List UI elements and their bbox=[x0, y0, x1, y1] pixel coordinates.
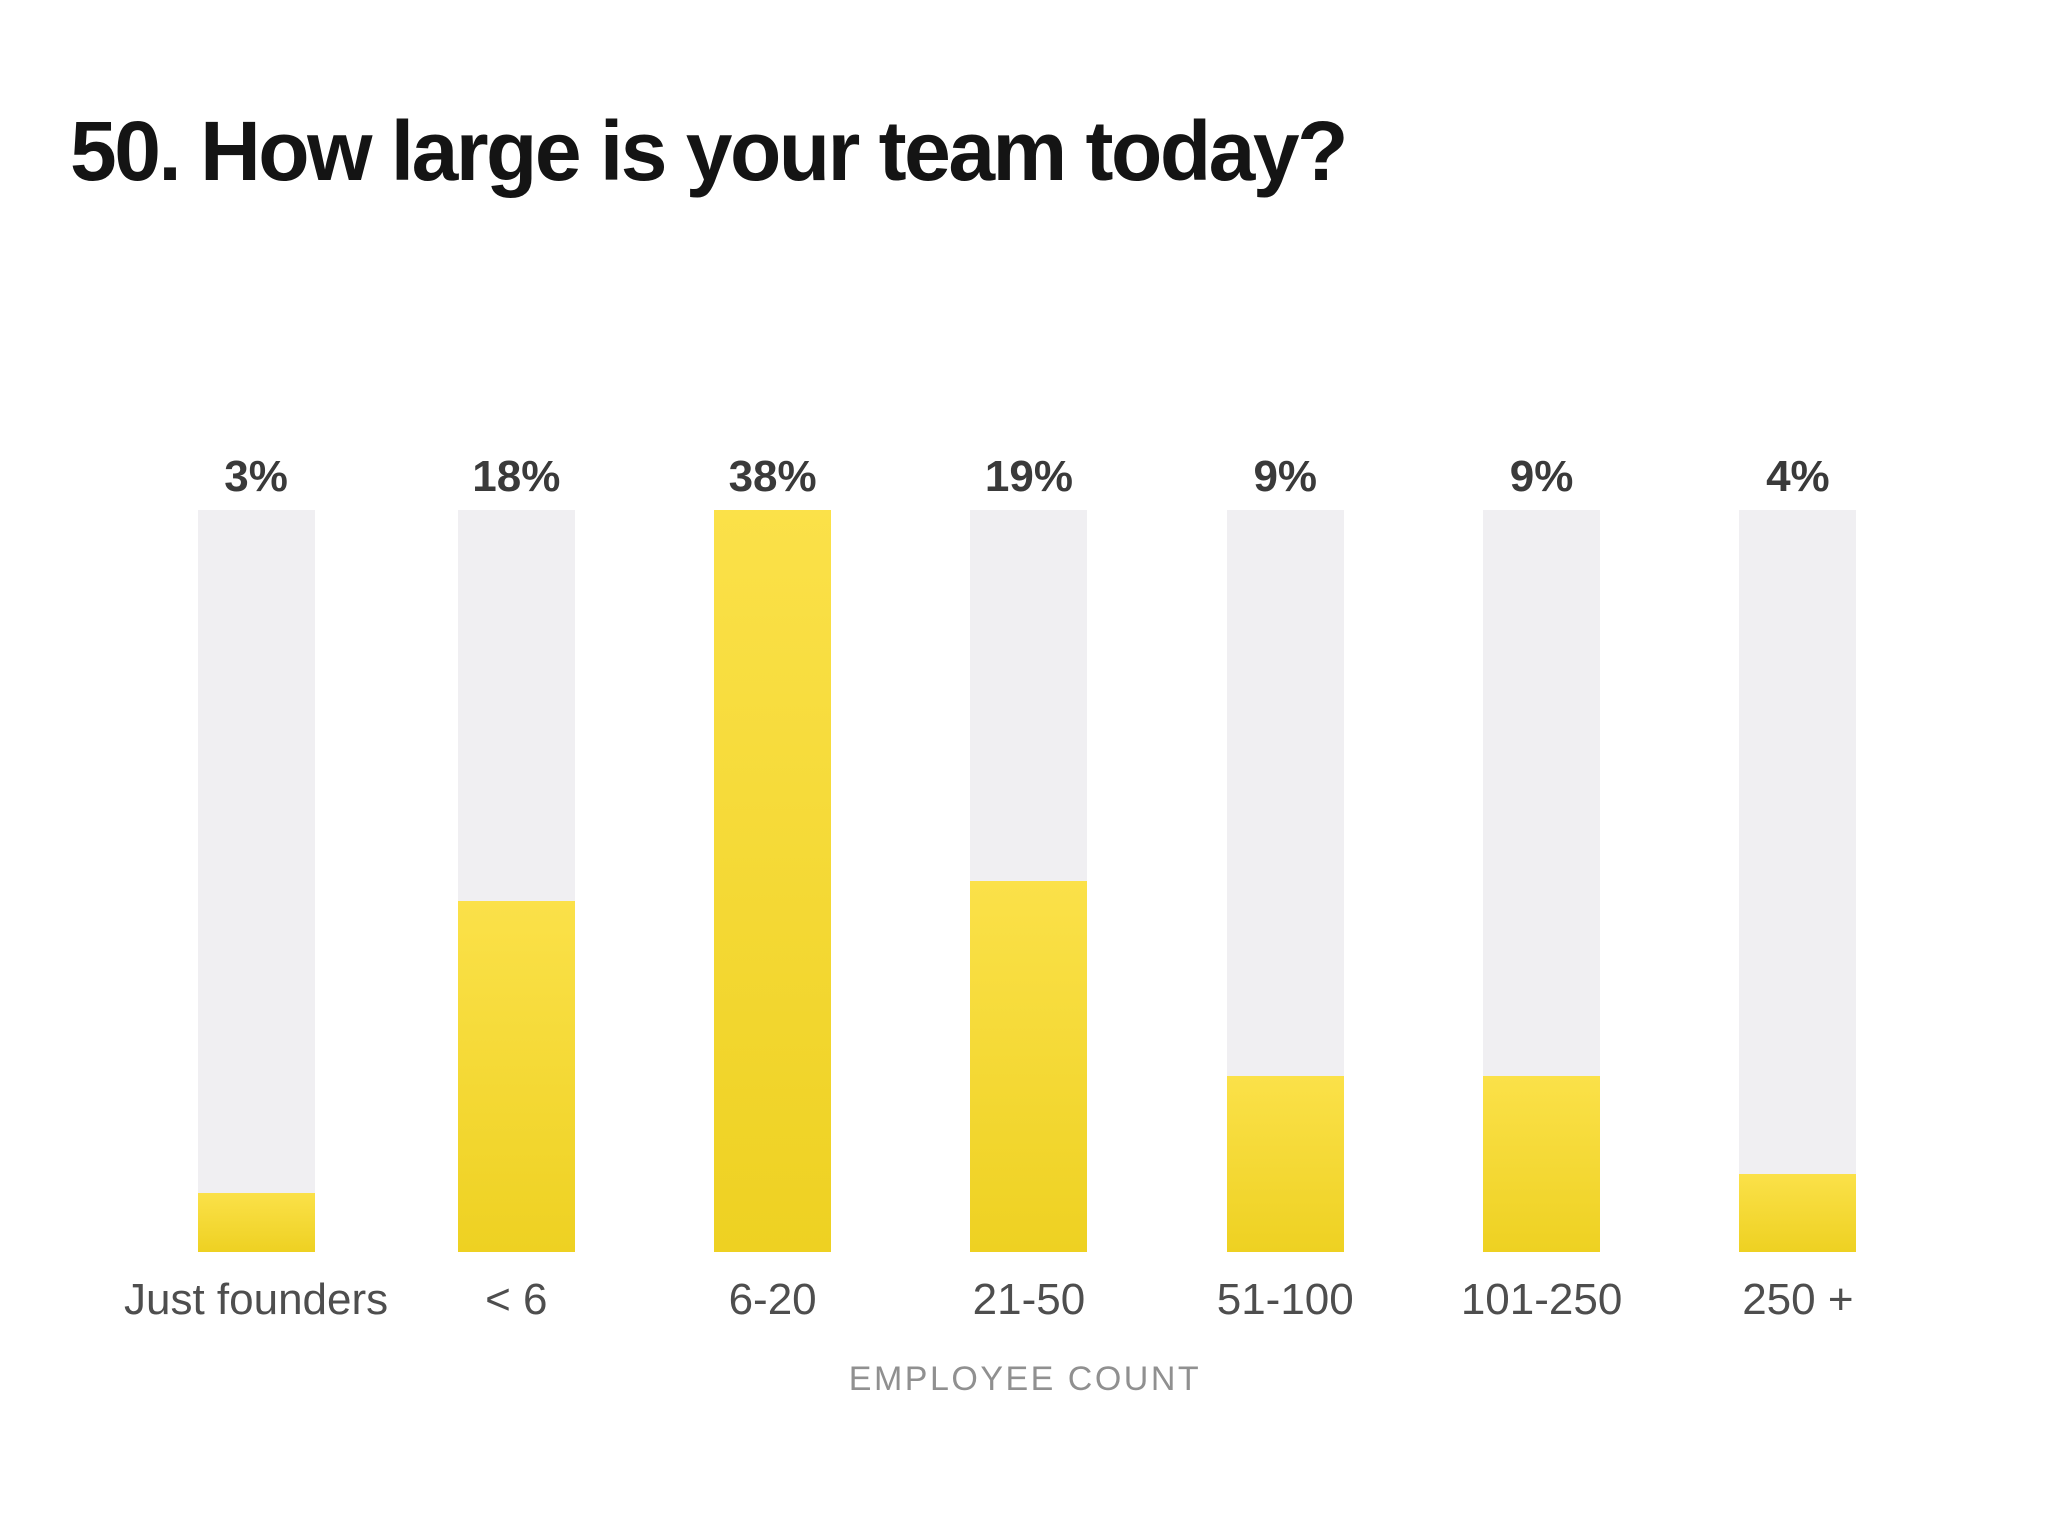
category-label: 250 + bbox=[1742, 1275, 1854, 1324]
category-label: 6-20 bbox=[728, 1275, 817, 1324]
value-label: 38% bbox=[728, 452, 817, 501]
category-label: Just founders bbox=[124, 1275, 389, 1324]
category-label: 21-50 bbox=[972, 1275, 1086, 1324]
bar-track bbox=[1226, 510, 1344, 1252]
bar-column: 19% 21-50 bbox=[901, 444, 1157, 1325]
value-label: 18% bbox=[472, 452, 561, 501]
category-label: < 6 bbox=[485, 1275, 548, 1324]
bar-column: 9% 101-250 bbox=[1413, 444, 1669, 1325]
x-axis-title: EMPLOYEE COUNT bbox=[848, 1360, 1202, 1398]
value-label: 4% bbox=[1766, 452, 1830, 501]
value-label: 3% bbox=[224, 452, 288, 501]
bar-columns: 3% Just founders 18% < 6 38% 6-20 19% 21-50 9% 51… bbox=[124, 444, 1926, 1325]
bar-track bbox=[714, 510, 832, 1252]
bar-fill bbox=[1483, 1076, 1601, 1252]
bar-fill bbox=[1739, 1173, 1857, 1252]
category-label: 51-100 bbox=[1216, 1275, 1354, 1324]
bar-column: 18% < 6 bbox=[388, 444, 644, 1325]
bar-column: 9% 51-100 bbox=[1157, 444, 1413, 1325]
bar-track bbox=[197, 510, 315, 1252]
bar-track bbox=[1739, 510, 1857, 1252]
bar-column: 38% 6-20 bbox=[644, 444, 900, 1325]
value-label: 19% bbox=[984, 452, 1073, 501]
bar-fill bbox=[457, 900, 575, 1252]
value-label: 9% bbox=[1253, 452, 1318, 501]
bar-track bbox=[457, 510, 575, 1252]
bar-track bbox=[970, 510, 1088, 1252]
bar-column: 3% Just founders bbox=[124, 444, 388, 1325]
value-label: 9% bbox=[1509, 452, 1574, 501]
bar-fill bbox=[197, 1193, 315, 1252]
category-label: 101-250 bbox=[1460, 1275, 1623, 1324]
page-title: 50. How large is your team today? bbox=[70, 104, 1348, 198]
bar-track bbox=[1483, 510, 1601, 1252]
bar-fill bbox=[714, 510, 832, 1252]
bar-fill bbox=[1226, 1076, 1344, 1252]
bar-fill bbox=[970, 881, 1088, 1252]
bar-column: 4% 250 + bbox=[1670, 444, 1926, 1325]
